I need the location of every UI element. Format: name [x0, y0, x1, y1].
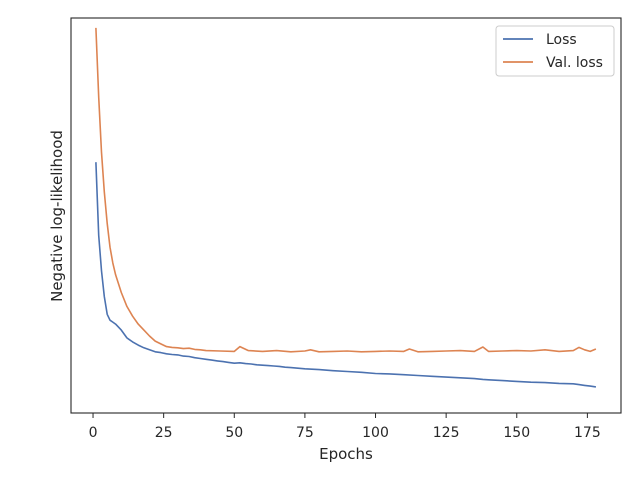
series-lines — [95, 27, 597, 388]
plot-area — [71, 18, 621, 413]
y-axis-label: Negative log-likelihood — [48, 130, 66, 302]
x-tick-label: 50 — [225, 425, 243, 441]
legend-label-2: Val. loss — [546, 55, 603, 71]
x-tick-label: 100 — [362, 425, 389, 441]
axes-frame — [70, 17, 622, 414]
x-tick-label: 0 — [89, 425, 98, 441]
x-axis-ticks: 0 25 50 75 100 125 150 175 — [89, 413, 601, 441]
x-tick-label: 175 — [574, 425, 601, 441]
x-tick-label: 150 — [503, 425, 530, 441]
x-tick-label: 75 — [296, 425, 314, 441]
x-tick-label: 125 — [433, 425, 460, 441]
x-axis-label: Epochs — [319, 445, 373, 463]
series-line-2 — [95, 27, 597, 353]
legend: Loss Val. loss — [495, 25, 615, 77]
legend-label-1: Loss — [546, 32, 577, 48]
series-line-1 — [95, 162, 597, 388]
x-tick-label: 25 — [155, 425, 173, 441]
